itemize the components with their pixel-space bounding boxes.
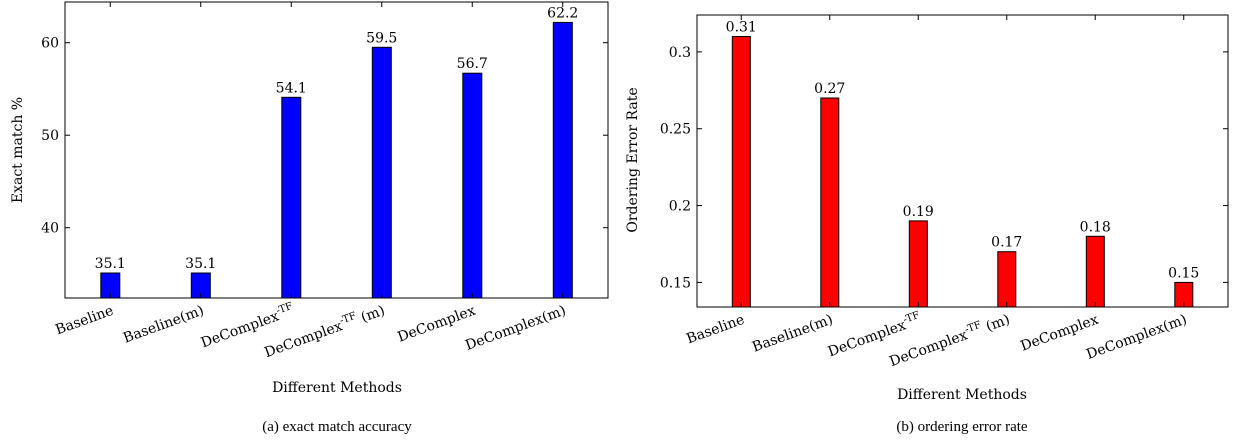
y-tick-label: 40 [41, 221, 59, 237]
axes-b [696, 14, 1229, 308]
bar-1 [731, 36, 751, 308]
y-tick-label: 0.2 [669, 199, 691, 215]
y-axis-title-b: Ordering Error Rate [625, 87, 641, 232]
data-label-1: 35.1 [95, 256, 126, 272]
bar-6 [552, 21, 573, 299]
plot-frame [64, 1, 609, 299]
chart-ordering-error: 0.150.20.250.3 Baseline Baseline(m)DeComp… [625, 14, 1229, 435]
bar-4 [997, 251, 1017, 308]
y-tick-label: 0.3 [669, 45, 691, 61]
data-label-4: 59.5 [366, 30, 397, 46]
x-tick-label-2: Baseline(m) [121, 303, 206, 347]
data-label-4: 0.17 [991, 235, 1022, 251]
xticks-b: Baseline Baseline(m)DeComplex-TFDeComplex… [684, 310, 1189, 370]
x-tick-label-1: Baseline [684, 312, 746, 348]
y-axis-title-a: Exact match % [10, 97, 26, 203]
x-tick-label-1: Baseline [53, 303, 115, 339]
data-label-3: 54.1 [276, 80, 307, 96]
data-label-2: 35.1 [185, 256, 216, 272]
x-tick-label-2: Baseline(m) [750, 312, 835, 356]
data-label-5: 56.7 [457, 56, 488, 72]
bar-5 [1085, 235, 1105, 308]
data-label-6: 0.15 [1168, 265, 1199, 281]
x-axis-title-b: Different Methods [897, 387, 1027, 403]
y-tick-label: 0.15 [660, 275, 691, 291]
plot-frame [696, 14, 1229, 308]
x-tick-label-6: DeComplex(m) [463, 303, 568, 354]
data-label-6: 62.2 [547, 5, 578, 21]
data-label-2: 0.27 [814, 81, 845, 97]
data-label-5: 0.18 [1080, 219, 1111, 235]
x-tick-label-6: DeComplex(m) [1084, 312, 1189, 363]
caption-a: (a) exact match accuracy [262, 419, 412, 435]
y-tick-label: 50 [41, 128, 59, 144]
data-labels-b: 0.31 0.27 0.19 0.17 0.18 0.15 [726, 20, 1200, 282]
data-label-1: 0.31 [726, 20, 757, 36]
data-label-3: 0.19 [903, 204, 934, 220]
bars-a [100, 21, 573, 299]
xticks-a: Baseline Baseline(m)DeComplex-TFDeComplex… [53, 301, 568, 361]
bar-3 [281, 96, 302, 299]
x-axis-title-a: Different Methods [272, 380, 402, 396]
data-labels-a: 35.1 35.1 54.1 59.5 56.7 62.2 [95, 5, 579, 272]
axes-a [64, 1, 609, 299]
caption-b: (b) ordering error rate [896, 419, 1028, 435]
y-tick-label: 60 [41, 36, 59, 52]
bar-4 [371, 46, 392, 299]
yticks-b: 0.15 0.2 0.25 0.3 [660, 45, 691, 292]
chart-exact-match: 40 50 60 Baseline Baseline(m)DeComplex-TFDe… [10, 1, 609, 435]
bar-3 [908, 220, 928, 308]
bars-b [731, 36, 1194, 308]
bar-5 [462, 72, 483, 299]
yticks-a: 40 50 60 [41, 36, 59, 237]
bar-2 [820, 97, 840, 308]
y-tick-label: 0.25 [660, 122, 691, 138]
